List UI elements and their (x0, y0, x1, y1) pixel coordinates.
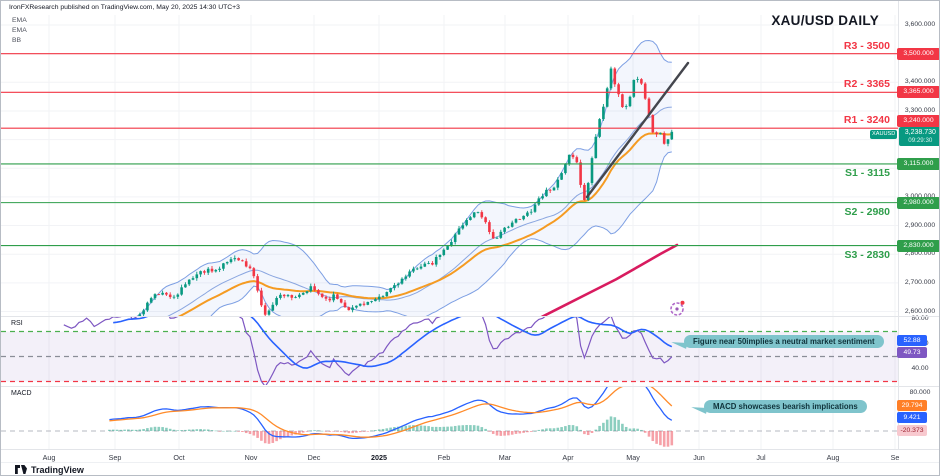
symbol-tag: XAUUSD (870, 130, 898, 139)
price-axis-label[interactable]: 3,000.000 (900, 193, 939, 200)
macd-badge-value: 9.421 (897, 412, 927, 423)
bollinger-fill (137, 40, 672, 316)
attribution-text: IronFXResearch published on TradingView.… (9, 4, 240, 11)
bollinger-lower (210, 151, 672, 316)
level-line-label[interactable]: S3 - 2830 (844, 248, 890, 261)
tradingview-attribution[interactable]: TradingView (15, 464, 84, 475)
price-level-badge: 3,115.000 (897, 157, 939, 170)
price-axis-label[interactable]: 2,800.000 (904, 250, 936, 258)
level-line-label[interactable]: R3 - 3500 (843, 39, 890, 52)
price-axis-label[interactable]: 2,900.000 (904, 221, 936, 229)
time-axis-label[interactable]: Feb (437, 453, 451, 462)
chart-title: XAU/USD DAILY (771, 13, 879, 28)
time-axis-label[interactable]: 2025 (371, 453, 387, 462)
level-line-label[interactable]: R1 - 3240 (843, 114, 890, 127)
time-axis-label[interactable]: Apr (562, 453, 574, 462)
trendline[interactable] (585, 61, 690, 199)
pane-separator (1, 449, 939, 450)
price-axis-label[interactable]: 3,400.000 (904, 78, 936, 86)
current-price-badge: XAUUSD 3,238.730 09:29:30 (870, 127, 939, 146)
time-axis-label[interactable]: Oct (173, 453, 185, 462)
ema-fast-line (177, 132, 672, 316)
grid-lines (1, 15, 898, 449)
rsi-axis-label[interactable]: 40.00 (911, 365, 929, 372)
rsi-pane-label[interactable]: RSI (11, 320, 23, 327)
level-line-label[interactable]: S1 - 3115 (845, 166, 890, 179)
rsi-badge-value: 49.73 (897, 347, 927, 358)
time-axis-label[interactable]: Nov (244, 453, 258, 462)
macd-annotation-bubble[interactable]: MACD showcases bearish implications (704, 400, 867, 413)
macd-pane-label[interactable]: MACD (11, 390, 32, 397)
rsi-ma-line (113, 317, 673, 369)
macd-signal-badge-value: 29.794 (897, 400, 927, 411)
price-level-badge: 3,240.000 (897, 115, 939, 128)
time-axis-label[interactable]: Se (890, 453, 900, 462)
time-axis-label[interactable]: Aug (42, 453, 56, 462)
price-pane (136, 39, 679, 316)
rsi-axis-label[interactable]: 80.00 (911, 315, 929, 322)
price-axis-label[interactable]: 3,300.000 (904, 106, 936, 114)
macd-line (109, 387, 673, 440)
macd-histogram-badge-value: -20.373 (897, 425, 927, 436)
macd-signal-line (109, 387, 673, 438)
macd-axis-label[interactable]: 80.000 (909, 389, 931, 396)
time-axis-label[interactable]: Jun (693, 453, 705, 462)
time-axis-label[interactable]: Jul (756, 453, 766, 462)
rsi-annotation-bubble[interactable]: Figure near 50implies a neutral market s… (684, 335, 884, 348)
time-axis-label[interactable]: Dec (307, 453, 321, 462)
bollinger-upper (136, 39, 672, 316)
price-level-badge: 2,830.000 (897, 239, 939, 252)
price-level-badge: 2,980.000 (897, 196, 939, 209)
pane-separator[interactable] (1, 316, 939, 317)
pane-separator (1, 462, 939, 463)
legend-item-bb[interactable]: BB (12, 37, 22, 44)
macd-pane (1, 387, 898, 447)
ema-slow-line (540, 243, 679, 316)
price-level-badge: 3,500.000 (897, 47, 939, 60)
current-price-value: 3,238.730 (904, 129, 936, 136)
time-axis-label[interactable]: Aug (826, 453, 840, 462)
event-marker-icon[interactable] (668, 299, 686, 322)
tradingview-logo-icon (15, 465, 27, 474)
legend-item-ema2[interactable]: EMA (12, 27, 27, 34)
rsi-ma-badge-value: 52.88 (897, 335, 927, 346)
price-axis-label[interactable]: 2,700.000 (904, 278, 936, 286)
indicator-legend: EMA EMA BB (12, 16, 27, 46)
price-level-badge: 3,365.000 (897, 86, 939, 99)
rsi-line (63, 317, 673, 385)
time-axis-label[interactable]: May (626, 453, 640, 462)
pane-separator[interactable] (1, 386, 939, 387)
axis-separator (898, 1, 899, 449)
time-axis-label[interactable]: Mar (498, 453, 512, 462)
time-axis-label[interactable]: Sep (108, 453, 122, 462)
level-line-label[interactable]: S2 - 2980 (844, 205, 890, 218)
candles (138, 66, 674, 316)
bar-countdown: 09:29:30 (908, 137, 933, 144)
price-axis-label[interactable]: 2,600.000 (904, 307, 936, 315)
price-axis-label[interactable]: 3,600.000 (904, 21, 936, 28)
tradingview-logo-text: TradingView (31, 464, 84, 475)
level-line-label[interactable]: R2 - 3365 (843, 78, 890, 91)
legend-item-ema1[interactable]: EMA (12, 17, 27, 24)
